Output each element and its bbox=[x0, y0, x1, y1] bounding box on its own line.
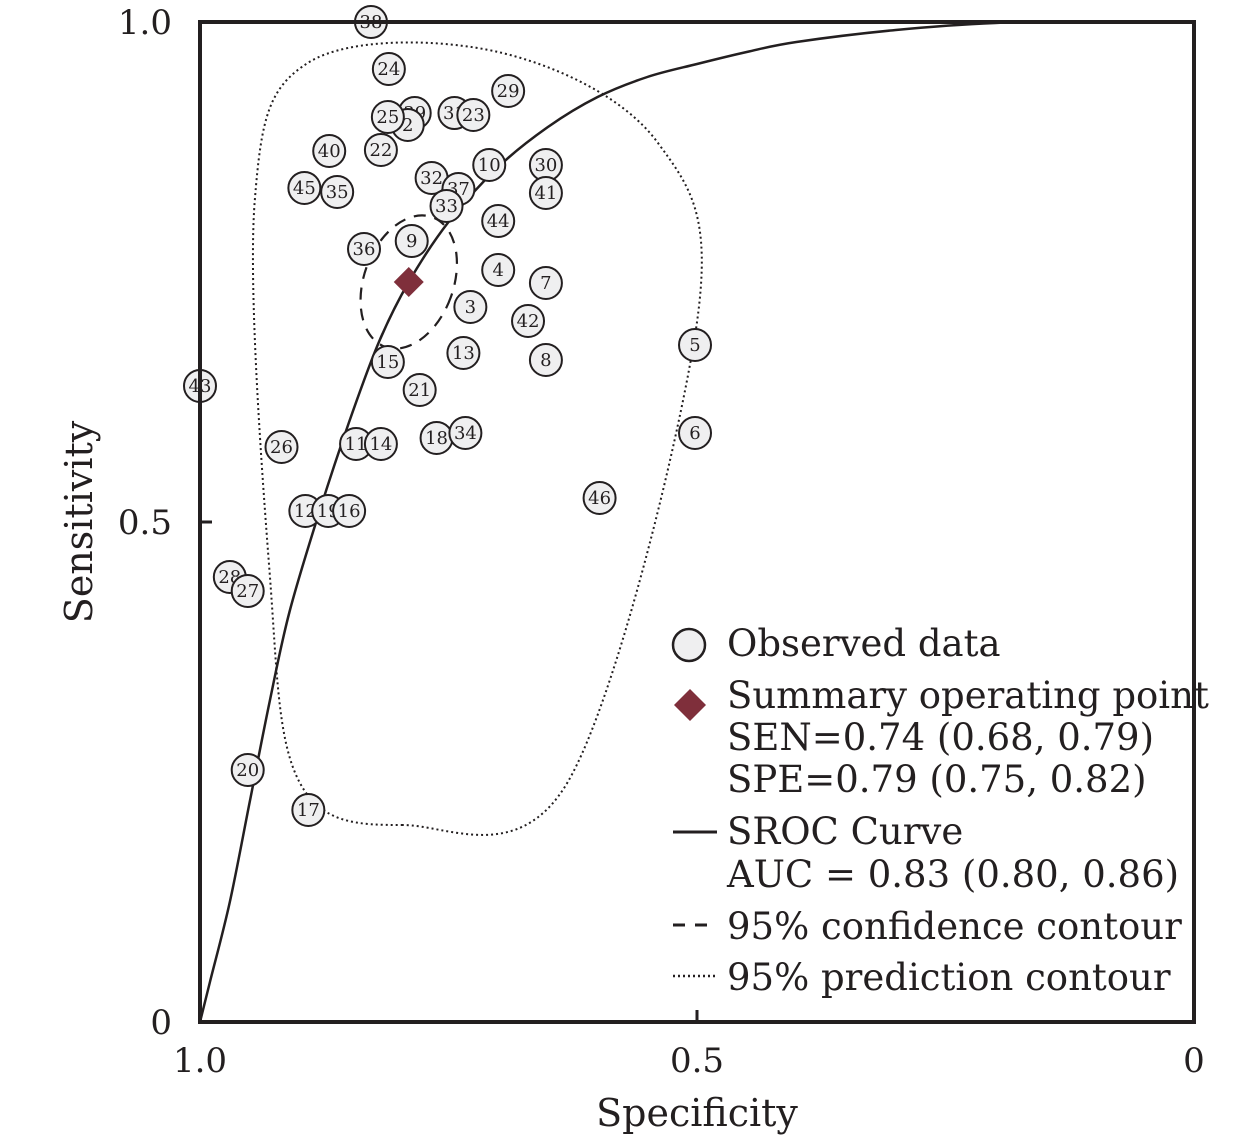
study-point bbox=[394, 224, 429, 258]
study-label: 18 bbox=[425, 428, 448, 449]
study-point bbox=[481, 204, 516, 238]
study-label: 27 bbox=[236, 581, 259, 602]
y-tick-label: 0 bbox=[150, 1003, 172, 1043]
study-label: 5 bbox=[689, 335, 700, 356]
study-label: 9 bbox=[406, 231, 417, 252]
study-label: 30 bbox=[534, 155, 557, 176]
study-point bbox=[491, 74, 526, 108]
x-tick-label: 1.0 bbox=[173, 1041, 227, 1081]
study-label: 7 bbox=[540, 273, 551, 294]
study-label: 16 bbox=[338, 501, 361, 522]
study-points-layer: 3824293922531234022103045353237413344369… bbox=[183, 5, 713, 827]
study-point bbox=[429, 189, 464, 223]
study-point bbox=[371, 52, 406, 86]
study-label: 44 bbox=[487, 211, 510, 232]
study-label: 11 bbox=[345, 434, 368, 455]
y-tick-label: 0.5 bbox=[118, 503, 172, 543]
study-point bbox=[287, 171, 322, 205]
study-label: 20 bbox=[236, 760, 259, 781]
study-point bbox=[528, 343, 563, 377]
legend: Observed data Summary operating point SE… bbox=[671, 622, 1209, 999]
study-point bbox=[370, 100, 405, 134]
study-label: 46 bbox=[588, 488, 611, 509]
study-point bbox=[320, 175, 355, 209]
study-point bbox=[291, 793, 326, 827]
study-label: 26 bbox=[270, 437, 293, 458]
study-point bbox=[363, 133, 398, 167]
x-tick-label: 0.5 bbox=[670, 1041, 724, 1081]
legend-summary-label: Summary operating point bbox=[727, 674, 1209, 717]
y-axis-title: Sensitivity bbox=[57, 420, 101, 623]
study-label: 34 bbox=[454, 423, 477, 444]
study-point bbox=[363, 427, 398, 461]
study-point bbox=[481, 253, 516, 287]
study-point bbox=[230, 574, 265, 608]
study-label: 22 bbox=[369, 140, 392, 161]
legend-observed-label: Observed data bbox=[727, 622, 1001, 665]
study-point bbox=[528, 176, 563, 210]
legend-spe-text: SPE=0.79 (0.75, 0.82) bbox=[727, 758, 1147, 801]
study-label: 10 bbox=[478, 155, 501, 176]
study-label: 35 bbox=[326, 182, 349, 203]
study-point bbox=[332, 494, 367, 528]
study-label: 15 bbox=[376, 352, 399, 373]
study-point bbox=[678, 328, 713, 362]
legend-sen-text: SEN=0.74 (0.68, 0.79) bbox=[727, 716, 1154, 759]
legend-auc-text: AUC = 0.83 (0.80, 0.86) bbox=[726, 853, 1179, 896]
study-label: 21 bbox=[408, 380, 431, 401]
study-label: 25 bbox=[376, 107, 399, 128]
study-point bbox=[511, 304, 546, 338]
study-point bbox=[448, 416, 483, 450]
study-label: 17 bbox=[297, 800, 320, 821]
study-label: 12 bbox=[294, 501, 317, 522]
study-point bbox=[446, 336, 481, 370]
study-point bbox=[347, 232, 382, 266]
study-point bbox=[582, 481, 617, 515]
study-point bbox=[453, 290, 488, 324]
study-label: 14 bbox=[369, 434, 392, 455]
legend-sroc-label: SROC Curve bbox=[727, 810, 963, 853]
study-label: 45 bbox=[293, 178, 316, 199]
study-label: 2 bbox=[402, 115, 413, 136]
study-label: 33 bbox=[435, 196, 458, 217]
x-axis-title: Specificity bbox=[596, 1091, 798, 1135]
study-label: 41 bbox=[534, 183, 557, 204]
study-point bbox=[312, 134, 347, 168]
legend-summary-marker bbox=[674, 689, 706, 721]
axis-ticks: 1.0 0.5 01.00.50 bbox=[118, 3, 1205, 1081]
study-label: 36 bbox=[353, 239, 376, 260]
study-label: 6 bbox=[689, 423, 700, 444]
summary-operating-point bbox=[393, 267, 424, 297]
study-label: 3 bbox=[465, 297, 476, 318]
study-point bbox=[678, 416, 713, 450]
legend-observed-marker bbox=[671, 627, 707, 663]
study-label: 32 bbox=[420, 168, 443, 189]
study-label: 23 bbox=[462, 105, 485, 126]
study-label: 13 bbox=[452, 343, 475, 364]
legend-confidence-label: 95% confidence contour bbox=[727, 905, 1182, 948]
x-tick-label: 0 bbox=[1183, 1041, 1205, 1081]
study-point bbox=[230, 753, 265, 787]
study-point bbox=[528, 266, 563, 300]
study-point bbox=[264, 430, 299, 464]
study-label: 42 bbox=[517, 311, 540, 332]
study-label: 4 bbox=[492, 260, 503, 281]
study-label: 40 bbox=[318, 141, 341, 162]
study-point bbox=[472, 148, 507, 182]
legend-prediction-label: 95% prediction contour bbox=[727, 956, 1171, 999]
study-point bbox=[370, 345, 405, 379]
study-label: 29 bbox=[497, 81, 520, 102]
study-label: 24 bbox=[377, 59, 400, 80]
study-point bbox=[456, 98, 491, 132]
study-label: 8 bbox=[540, 350, 551, 371]
y-tick-label: 1.0 bbox=[118, 3, 172, 43]
study-point bbox=[402, 373, 437, 407]
